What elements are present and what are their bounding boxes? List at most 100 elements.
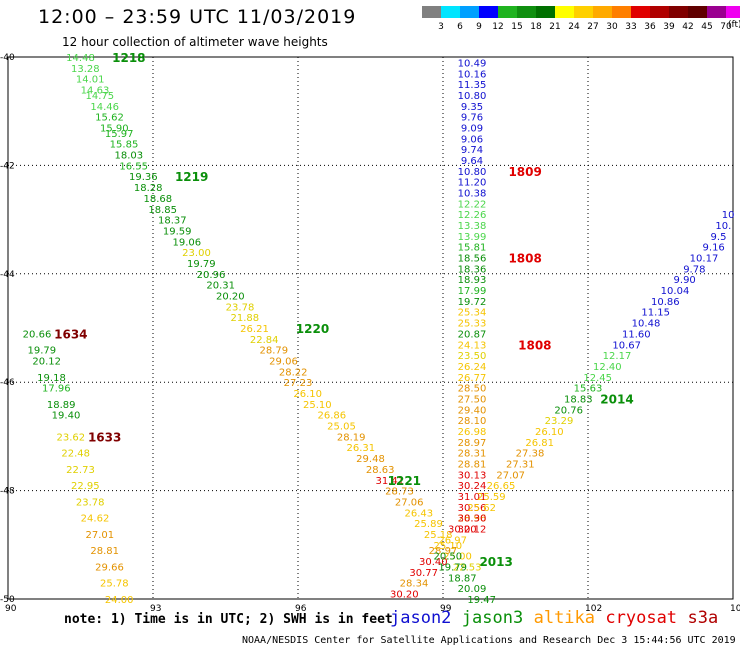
wave-height-label: 15.85 bbox=[110, 140, 139, 151]
wave-height-label: 25.10 bbox=[434, 541, 463, 552]
y-tick-label: -44 bbox=[0, 270, 15, 280]
wave-height-label: 22.53 bbox=[453, 562, 482, 573]
wave-height-label: 15.62 bbox=[95, 113, 124, 124]
wave-height-label: 19.79 bbox=[187, 259, 216, 270]
wave-height-label: 31.41 bbox=[376, 476, 405, 487]
wave-height-label: 27.50 bbox=[458, 394, 487, 405]
wave-height-label: 25.89 bbox=[414, 519, 443, 530]
axis-ticks: 90 93 96 99 102 105 -40 -42 -44 -46 -48 -50 bbox=[0, 53, 740, 614]
wave-height-label: 19.40 bbox=[52, 411, 81, 422]
wave-height-label: 12.26 bbox=[458, 210, 487, 221]
wave-height-label: 30.20 bbox=[390, 590, 419, 601]
wave-height-label: 26.98 bbox=[458, 427, 487, 438]
wave-height-label: 19.79 bbox=[438, 562, 467, 573]
wave-height-label: 30.24 bbox=[458, 481, 487, 492]
legend-altika: altika bbox=[533, 608, 596, 628]
wave-height-label: 28.31 bbox=[458, 449, 487, 460]
wave-height-label: 11.60 bbox=[622, 329, 651, 340]
footer-note: note: 1) Time is in UTC; 2) SWH is in fe… bbox=[64, 612, 393, 627]
wave-height-label: 26.10 bbox=[293, 389, 322, 400]
wave-height-label: 9.35 bbox=[461, 102, 483, 113]
wave-height-label: 26.97 bbox=[438, 535, 467, 546]
wave-height-label: 9.06 bbox=[461, 134, 483, 145]
wave-height-label: 18.89 bbox=[47, 400, 76, 411]
wave-height-label: 10. bbox=[715, 221, 731, 232]
color-scale-swatch bbox=[688, 6, 707, 18]
color-scale-tick: 27 bbox=[587, 22, 599, 32]
wave-height-label: 20.09 bbox=[458, 584, 487, 595]
wave-height-label: 26.31 bbox=[347, 443, 376, 454]
wave-height-label: 18.37 bbox=[158, 216, 187, 227]
plot-frame bbox=[7, 56, 734, 600]
wave-height-label: 27.06 bbox=[395, 497, 424, 508]
color-scale-tick: 30 bbox=[606, 22, 618, 32]
color-scale bbox=[422, 6, 740, 18]
wave-height-label: 18.83 bbox=[564, 394, 593, 405]
wave-height-label: 18.85 bbox=[148, 205, 177, 216]
legend-s3a: s3a bbox=[687, 608, 719, 628]
wave-height-label: 14.01 bbox=[76, 75, 105, 86]
wave-height-label: 28.81 bbox=[458, 460, 487, 471]
wave-height-label: 27.38 bbox=[516, 449, 545, 460]
wave-height-label: 28.97 bbox=[458, 438, 487, 449]
track-annotations: 1218 1219 1220 1221 1634 1633 1809 1808 1808 2014… bbox=[54, 51, 634, 569]
color-scale-swatch bbox=[593, 6, 612, 18]
wave-height-label: 28.81 bbox=[90, 546, 119, 557]
wave-height-label: 23.78 bbox=[226, 302, 255, 313]
wave-height-label: 20.20 bbox=[216, 291, 245, 302]
color-scale-tick: 15 bbox=[511, 22, 523, 32]
color-scale-swatch bbox=[726, 6, 740, 18]
wave-height-label: 9.76 bbox=[461, 113, 483, 124]
wave-height-label: 17.96 bbox=[42, 384, 71, 395]
wave-height-label: 10.38 bbox=[458, 189, 487, 200]
color-scale-tick: 18 bbox=[530, 22, 542, 32]
time-annotation: 1634 bbox=[54, 327, 87, 341]
color-scale-tick: 45 bbox=[701, 22, 713, 32]
color-scale-swatch bbox=[498, 6, 517, 18]
wave-height-label: 26.81 bbox=[525, 438, 554, 449]
color-scale-tick: 12 bbox=[492, 22, 504, 32]
color-scale-tick: 24 bbox=[568, 22, 580, 32]
wave-height-label: 24.00 bbox=[105, 595, 134, 606]
wave-height-label: 28.22 bbox=[279, 367, 308, 378]
wave-height-label: 10.48 bbox=[632, 319, 661, 330]
wave-height-label: 9.74 bbox=[461, 145, 483, 156]
wave-height-label: 22.73 bbox=[66, 465, 95, 476]
chart-subtitle: 12 hour collection of altimeter wave hei… bbox=[62, 35, 328, 49]
time-annotation: 2013 bbox=[479, 555, 512, 569]
wave-height-label: 18.56 bbox=[458, 254, 487, 265]
color-scale-unit: (ft) bbox=[728, 20, 740, 30]
wave-height-label: 20.12 bbox=[32, 357, 61, 368]
wave-height-label: 23.29 bbox=[545, 416, 574, 427]
wave-height-label: 9.78 bbox=[683, 264, 705, 275]
wave-height-label: 15.63 bbox=[574, 384, 603, 395]
color-scale-tick: 6 bbox=[457, 22, 463, 32]
wave-height-label: 28.96 bbox=[458, 514, 487, 525]
color-scale-swatch bbox=[707, 6, 726, 18]
y-tick-label: -46 bbox=[0, 378, 15, 388]
time-annotation: 1220 bbox=[296, 322, 329, 336]
wave-height-label: 10.67 bbox=[612, 340, 641, 351]
time-annotation: 1808 bbox=[508, 252, 541, 266]
y-tick-label: -42 bbox=[0, 161, 15, 171]
wave-height-label: 25.33 bbox=[458, 319, 487, 330]
wave-height-label: 20.66 bbox=[23, 329, 52, 340]
footer-credit: NOAA/NESDIS Center for Satellite Applica… bbox=[242, 635, 736, 646]
x-tick-label: 99 bbox=[440, 604, 452, 614]
wave-height-label: 23.50 bbox=[458, 351, 487, 362]
y-tick-label: -40 bbox=[0, 53, 15, 63]
wave-height-label: 28.10 bbox=[458, 416, 487, 427]
time-annotation: 1809 bbox=[508, 165, 541, 179]
color-scale-swatch bbox=[517, 6, 536, 18]
wave-height-label: 10.17 bbox=[690, 254, 719, 265]
wave-height-label: 17.99 bbox=[458, 286, 487, 297]
wave-height-label: 25.34 bbox=[458, 308, 487, 319]
wave-height-label: 10.49 bbox=[458, 58, 487, 69]
wave-height-label: 9.5 bbox=[711, 232, 727, 243]
chart-title: 12:00 – 23:59 UTC 11/03/2019 bbox=[38, 6, 357, 28]
x-tick-label: 96 bbox=[295, 604, 307, 614]
wave-height-label: 30.12 bbox=[458, 525, 487, 536]
wave-height-label: 25.62 bbox=[467, 503, 496, 514]
x-tick-label: 93 bbox=[150, 604, 161, 614]
